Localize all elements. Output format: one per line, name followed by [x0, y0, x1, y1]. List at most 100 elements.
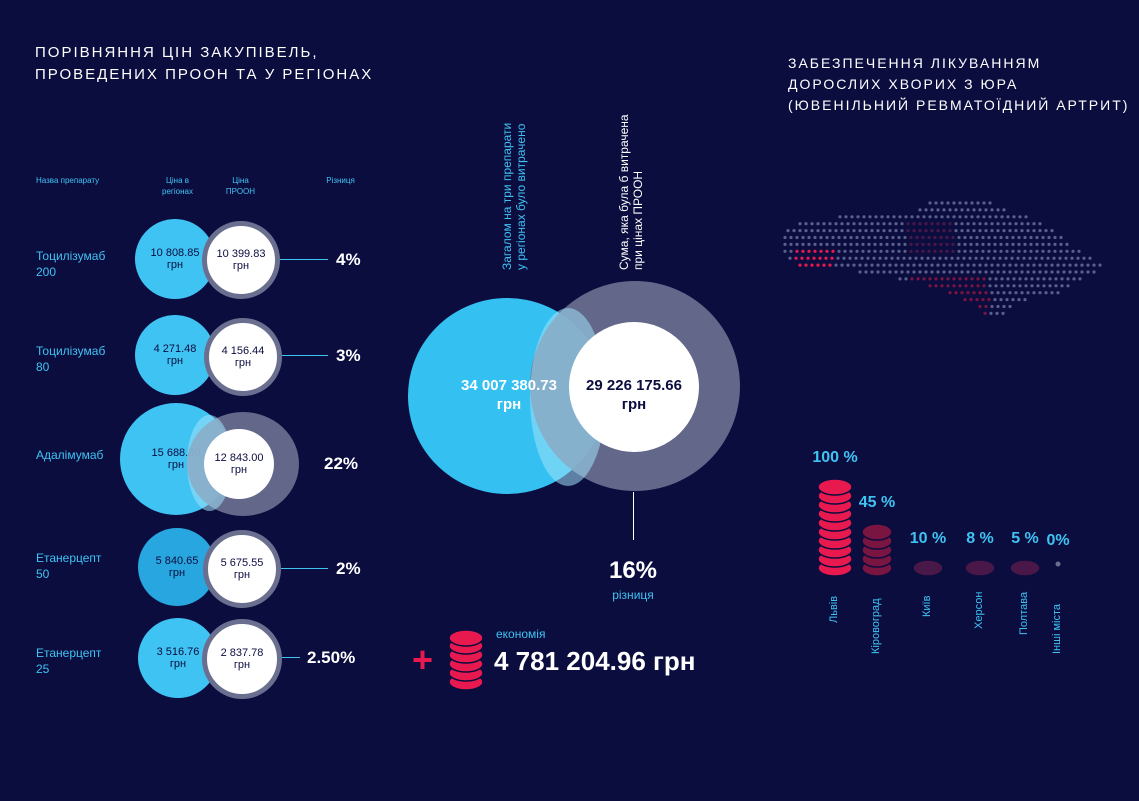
map-dot — [825, 235, 829, 240]
map-dot — [874, 215, 878, 219]
map-dot — [963, 249, 967, 253]
undp-price-circle-row3: 12 843.00 грн — [204, 429, 274, 499]
map-dot — [894, 263, 898, 267]
map-dot — [848, 256, 852, 260]
map-dot — [1026, 222, 1030, 226]
map-dot — [912, 222, 916, 226]
map-dot — [843, 235, 847, 240]
map-dot — [1014, 229, 1018, 233]
map-dot — [849, 242, 853, 246]
map-dot — [999, 298, 1003, 302]
undp-price-row1: 10 399.83 — [216, 248, 266, 260]
map-dot — [1078, 277, 1082, 281]
map-dot — [1066, 284, 1070, 288]
map-dot — [924, 208, 928, 212]
map-dot — [930, 263, 934, 267]
map-dot — [957, 249, 961, 253]
regions-coin-chart — [817, 478, 1061, 577]
coin-stack-bar-coin — [861, 523, 893, 541]
map-dot — [1060, 277, 1064, 281]
map-dot — [963, 242, 967, 246]
map-dot — [1052, 256, 1056, 260]
map-dot — [789, 249, 793, 253]
map-dot — [993, 242, 997, 246]
map-dot — [993, 235, 997, 240]
map-dot — [981, 249, 985, 253]
map-dot — [822, 222, 826, 226]
drug-name-row2-l2: 80 — [36, 360, 50, 374]
map-dot — [993, 298, 997, 302]
map-dot — [972, 229, 976, 233]
map-dot — [806, 256, 810, 260]
map-dot — [1014, 270, 1018, 274]
map-dot — [1018, 277, 1022, 281]
map-dot — [885, 249, 889, 253]
map-dot — [954, 270, 958, 274]
map-dot — [928, 284, 932, 288]
map-dot — [1035, 242, 1039, 246]
map-dot — [1038, 222, 1042, 226]
map-dot — [960, 263, 964, 267]
map-dot — [1082, 256, 1086, 260]
map-dot — [810, 222, 814, 226]
map-dot — [927, 235, 931, 240]
map-dot — [921, 235, 925, 240]
map-dot — [867, 242, 871, 246]
undp-price-circle-row1: 10 399.83 грн — [202, 221, 280, 299]
diff-line-row5 — [282, 657, 300, 658]
map-dot — [936, 208, 940, 212]
undp-price-currency-row3: грн — [230, 464, 248, 476]
map-dot — [876, 222, 880, 226]
map-dot — [783, 235, 787, 240]
coin-stack-bar-coin — [964, 559, 996, 577]
map-dot — [819, 242, 823, 246]
map-dot — [900, 229, 904, 233]
map-dot — [844, 215, 848, 219]
map-dot — [819, 249, 823, 253]
map-dot — [957, 235, 961, 240]
map-dot — [1059, 249, 1063, 253]
map-dot — [996, 229, 1000, 233]
map-dot — [885, 235, 889, 240]
map-dot — [795, 249, 799, 253]
undp-price-circle-row4: 5 675.55 грн — [203, 530, 281, 608]
map-dot — [906, 270, 910, 274]
map-dot — [891, 235, 895, 240]
map-dot — [948, 229, 952, 233]
region-pct-label: 100 % — [812, 449, 858, 466]
map-dot — [984, 304, 988, 309]
map-dot — [876, 270, 880, 274]
map-dot — [894, 270, 898, 274]
map-dot — [1044, 263, 1048, 267]
map-dot — [990, 222, 994, 226]
map-dot — [978, 222, 982, 226]
map-dot — [966, 208, 970, 212]
region-pct-label: 0% — [1046, 532, 1070, 549]
map-dot — [870, 229, 874, 233]
map-dot — [873, 242, 877, 246]
map-dot — [934, 284, 938, 288]
map-dot — [918, 222, 922, 226]
map-dot — [861, 249, 865, 253]
map-dot — [898, 215, 902, 219]
map-dot — [948, 222, 952, 226]
map-dot — [870, 263, 874, 267]
map-dot — [996, 291, 1000, 295]
map-dot — [830, 256, 834, 260]
map-dot — [1026, 270, 1030, 274]
map-dot — [828, 222, 832, 226]
map-dot — [1056, 263, 1060, 267]
map-dot — [882, 222, 886, 226]
map-dot — [952, 284, 956, 288]
map-dot — [1036, 277, 1040, 281]
header-undp-price-l1: Ціна — [232, 176, 249, 185]
map-dot — [987, 242, 991, 246]
map-dot — [840, 263, 844, 267]
region-name-label: Кіровоград — [870, 598, 882, 654]
middle-left-caption: Загалом на три препарати у регіонах було… — [500, 123, 528, 270]
map-dot — [846, 263, 850, 267]
map-dot — [1048, 277, 1052, 281]
map-dot — [976, 284, 980, 288]
map-dot — [912, 270, 916, 274]
map-dot — [1000, 215, 1004, 219]
